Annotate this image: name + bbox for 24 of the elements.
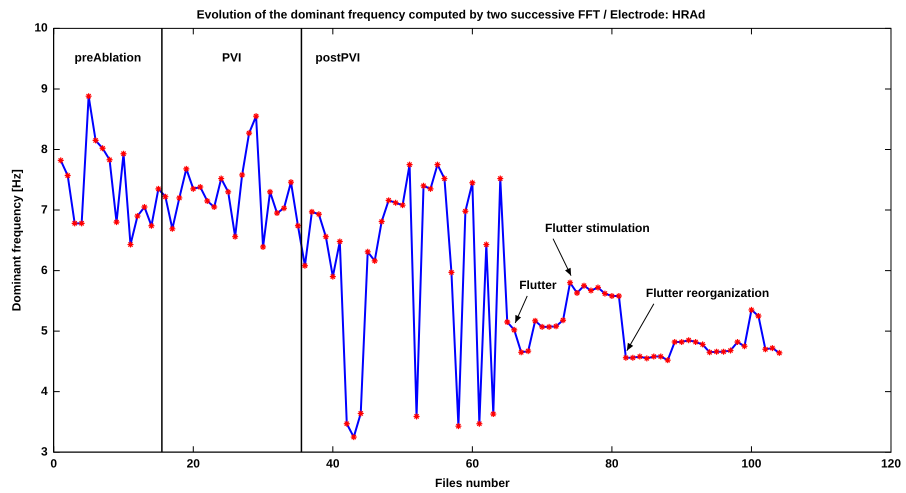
x-tick-label: 100: [741, 456, 762, 471]
y-tick-label: 4: [41, 384, 48, 398]
y-tick-label: 9: [41, 81, 48, 96]
y-tick-label: 7: [41, 202, 48, 216]
y-tick-label: 6: [41, 262, 48, 277]
x-axis-title: Files number: [435, 476, 510, 490]
x-tick-label: 80: [605, 456, 619, 471]
annotation: postPVI: [315, 50, 360, 65]
chart-title: Evolution of the dominant frequency computed by two successive FFT / Electrode: HRAd: [196, 8, 706, 22]
annotation: preAblation: [74, 50, 142, 65]
x-tick-label: 120: [880, 456, 902, 471]
annotation: Flutter: [519, 278, 557, 292]
annotation: Flutter reorganization: [646, 286, 770, 300]
y-tick-label: 8: [41, 142, 48, 156]
x-tick-label: 60: [466, 456, 480, 471]
annotation: PVI: [222, 50, 242, 65]
y-tick-label: 3: [41, 444, 48, 459]
y-tick-label: 5: [41, 323, 48, 338]
x-tick-label: 40: [326, 456, 340, 471]
annotation: Flutter stimulation: [545, 220, 650, 235]
y-tick-label: 10: [34, 20, 48, 35]
y-axis-title: Dominant frequency [Hz]: [10, 169, 24, 312]
x-tick-label: 20: [186, 456, 200, 471]
x-tick-label: 0: [50, 456, 58, 471]
